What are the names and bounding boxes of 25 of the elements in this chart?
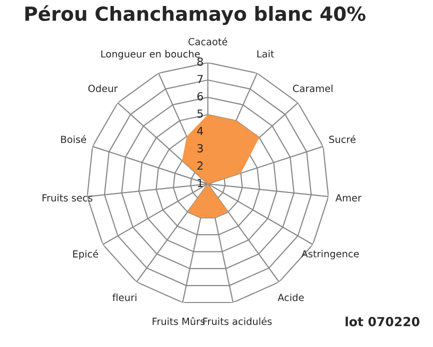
spoke-label: Sucré [329, 135, 356, 144]
y-tick-label: 5 [197, 110, 203, 118]
spoke-label: Longueur en bouche [101, 50, 200, 60]
y-tick-label: 2 [197, 161, 203, 170]
spoke-label: Caramel [293, 84, 332, 92]
spoke-label: Astringence [301, 250, 359, 260]
y-tick-label: 1 [198, 178, 203, 187]
spoke-label: Odeur [88, 84, 118, 92]
spoke-label: Fruits Mûrs [152, 317, 205, 326]
y-tick-label: 7 [198, 74, 203, 84]
text: lot 070220 [346, 316, 420, 326]
spoke-label: Amer [335, 194, 362, 202]
spoke-label: fleuri [112, 294, 136, 302]
spoke-label: Epicé [73, 250, 98, 260]
spoke-label: Fruits acidulés [203, 317, 272, 326]
y-tick-label: 4 [197, 126, 204, 136]
spoke-label: Acide [278, 294, 304, 302]
spoke-label: Boisé [61, 135, 86, 144]
spoke-label: Fruits secs [42, 194, 92, 202]
y-tick-label: 8 [197, 57, 203, 66]
spoke-label: Lait [257, 50, 274, 58]
y-tick-label: 6 [197, 92, 203, 101]
chart-title: Pérou Chanchamayo blanc 40% [25, 5, 366, 25]
y-tick-label: 3 [197, 144, 203, 152]
spoke-label: Cacaoté [188, 37, 228, 46]
